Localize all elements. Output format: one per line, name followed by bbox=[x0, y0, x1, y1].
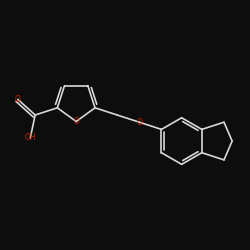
Text: OH: OH bbox=[24, 133, 36, 142]
Text: O: O bbox=[73, 117, 79, 126]
Text: O: O bbox=[15, 95, 21, 104]
Text: O: O bbox=[136, 118, 142, 127]
